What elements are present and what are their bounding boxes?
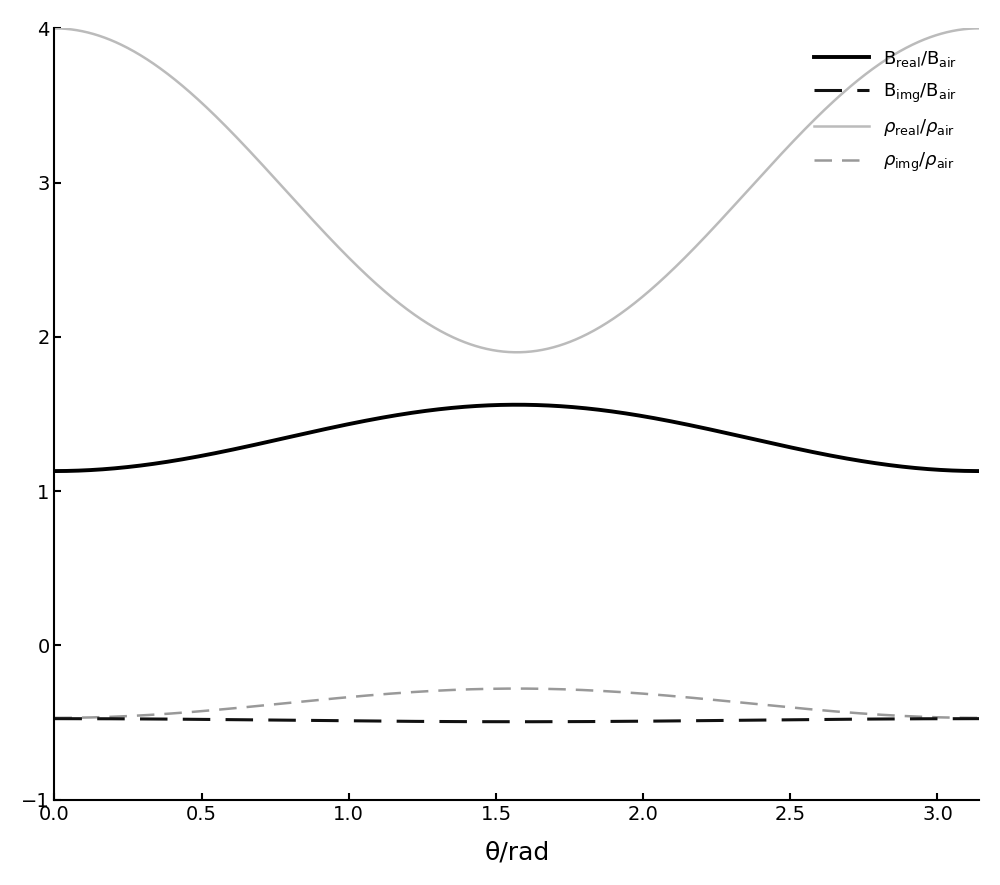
$\rho_\mathrm{real}$/$\rho_\mathrm{air}$ — [422, 319, 434, 329]
B$_\mathrm{real}$/B$_\mathrm{air}$ — [770, 439, 782, 450]
B$_\mathrm{img}$/B$_\mathrm{air}$ — [787, 714, 799, 725]
B$_\mathrm{img}$/B$_\mathrm{air}$ — [48, 713, 60, 724]
Line: B$_\mathrm{img}$/B$_\mathrm{air}$: B$_\mathrm{img}$/B$_\mathrm{air}$ — [54, 719, 979, 722]
X-axis label: θ/rad: θ/rad — [484, 840, 549, 864]
$\rho_\mathrm{real}$/$\rho_\mathrm{air}$ — [48, 23, 60, 34]
$\rho_\mathrm{img}$/$\rho_\mathrm{air}$ — [973, 712, 985, 723]
B$_\mathrm{real}$/B$_\mathrm{air}$ — [456, 402, 468, 412]
B$_\mathrm{real}$/B$_\mathrm{air}$ — [511, 399, 523, 410]
Line: $\rho_\mathrm{img}$/$\rho_\mathrm{air}$: $\rho_\mathrm{img}$/$\rho_\mathrm{air}$ — [54, 689, 979, 718]
B$_\mathrm{img}$/B$_\mathrm{air}$ — [684, 715, 696, 726]
$\rho_\mathrm{real}$/$\rho_\mathrm{air}$ — [770, 154, 782, 165]
B$_\mathrm{img}$/B$_\mathrm{air}$ — [456, 716, 468, 727]
$\rho_\mathrm{img}$/$\rho_\mathrm{air}$ — [456, 684, 468, 695]
$\rho_\mathrm{img}$/$\rho_\mathrm{air}$ — [48, 712, 60, 723]
$\rho_\mathrm{img}$/$\rho_\mathrm{air}$ — [511, 683, 523, 694]
$\rho_\mathrm{img}$/$\rho_\mathrm{air}$ — [422, 686, 434, 696]
$\rho_\mathrm{real}$/$\rho_\mathrm{air}$ — [511, 347, 523, 358]
B$_\mathrm{real}$/B$_\mathrm{air}$ — [684, 419, 696, 430]
B$_\mathrm{img}$/B$_\mathrm{air}$ — [770, 714, 782, 725]
$\rho_\mathrm{img}$/$\rho_\mathrm{air}$ — [143, 710, 155, 720]
$\rho_\mathrm{real}$/$\rho_\mathrm{air}$ — [973, 23, 985, 34]
$\rho_\mathrm{img}$/$\rho_\mathrm{air}$ — [787, 703, 799, 713]
Legend: B$_\mathrm{real}$/B$_\mathrm{air}$, B$_\mathrm{img}$/B$_\mathrm{air}$, $\rho_\ma: B$_\mathrm{real}$/B$_\mathrm{air}$, B$_\… — [807, 42, 965, 181]
B$_\mathrm{real}$/B$_\mathrm{air}$ — [422, 405, 434, 416]
B$_\mathrm{img}$/B$_\mathrm{air}$ — [422, 716, 434, 727]
B$_\mathrm{img}$/B$_\mathrm{air}$ — [973, 713, 985, 724]
$\rho_\mathrm{real}$/$\rho_\mathrm{air}$ — [456, 335, 468, 346]
$\rho_\mathrm{real}$/$\rho_\mathrm{air}$ — [143, 55, 155, 65]
$\rho_\mathrm{real}$/$\rho_\mathrm{air}$ — [684, 247, 696, 258]
B$_\mathrm{real}$/B$_\mathrm{air}$ — [973, 466, 985, 476]
B$_\mathrm{img}$/B$_\mathrm{air}$ — [511, 717, 523, 727]
$\rho_\mathrm{img}$/$\rho_\mathrm{air}$ — [684, 692, 696, 703]
B$_\mathrm{real}$/B$_\mathrm{air}$ — [48, 466, 60, 476]
B$_\mathrm{real}$/B$_\mathrm{air}$ — [143, 459, 155, 470]
B$_\mathrm{img}$/B$_\mathrm{air}$ — [143, 713, 155, 724]
Line: B$_\mathrm{real}$/B$_\mathrm{air}$: B$_\mathrm{real}$/B$_\mathrm{air}$ — [54, 404, 979, 471]
$\rho_\mathrm{real}$/$\rho_\mathrm{air}$ — [787, 136, 799, 147]
$\rho_\mathrm{img}$/$\rho_\mathrm{air}$ — [770, 701, 782, 712]
Line: $\rho_\mathrm{real}$/$\rho_\mathrm{air}$: $\rho_\mathrm{real}$/$\rho_\mathrm{air}$ — [54, 28, 979, 352]
B$_\mathrm{real}$/B$_\mathrm{air}$ — [787, 442, 799, 453]
